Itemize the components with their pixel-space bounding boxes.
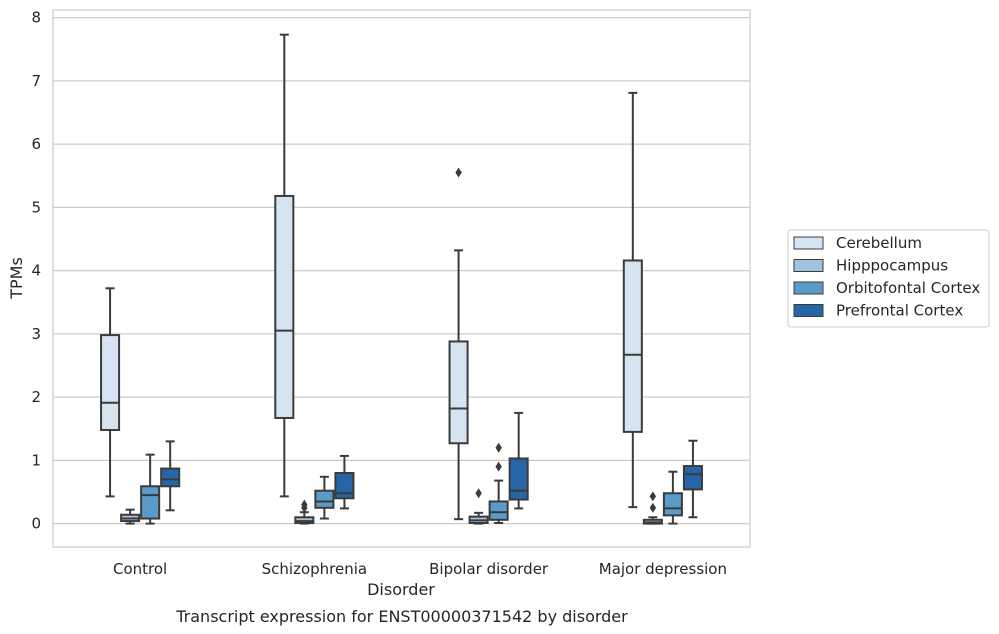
x-axis-label: Disorder <box>367 580 435 599</box>
box-iqr <box>314 489 335 509</box>
y-tick-label: 6 <box>31 135 41 153</box>
y-axis-label: TPMs <box>7 257 26 300</box>
box-iqr <box>160 467 181 488</box>
legend-swatch <box>793 304 824 317</box>
box-hipppocampus <box>120 508 141 525</box>
y-tick-label: 2 <box>31 388 41 406</box>
box-hipppocampus <box>642 491 663 525</box>
box-prefrontal-cortex <box>508 411 529 510</box>
outlier-point <box>301 499 308 510</box>
legend: Cerebellum Hipppocampus Orbitofontal Corte… <box>787 229 990 328</box>
x-tick-labels: Control Schizophrenia Bipolar disorder Majo… <box>113 560 727 578</box>
box-iqr <box>448 340 469 445</box>
outlier-point <box>649 502 657 513</box>
y-tick-label: 3 <box>31 325 41 343</box>
x-tick-label: Schizophrenia <box>262 560 367 578</box>
plot-area-frame <box>52 9 751 548</box>
legend-label: Cerebellum <box>836 234 922 252</box>
legend-label: Orbitofontal Cortex <box>836 279 980 297</box>
box-hipppocampus <box>294 499 315 525</box>
legend-swatch <box>793 259 824 272</box>
chart-title: Transcript expression for ENST0000037154… <box>175 607 628 626</box>
boxes <box>100 33 703 525</box>
box-orbitofontal-cortex <box>488 442 509 524</box>
plot-area-background <box>53 10 750 547</box>
outlier-point <box>495 461 502 472</box>
legend-label: Prefrontal Cortex <box>836 302 963 320</box>
box-cerebellum <box>100 287 121 498</box>
outlier-point <box>495 442 502 453</box>
legend-label: Hipppocampus <box>836 257 948 275</box>
y-tick-label: 1 <box>31 451 41 469</box>
box-iqr <box>488 500 509 521</box>
y-tick-label: 7 <box>31 72 41 90</box>
legend-swatch <box>793 236 824 250</box>
outlier-point <box>649 491 657 502</box>
y-tick-label: 5 <box>31 198 41 216</box>
box-prefrontal-cortex <box>160 440 181 512</box>
y-tick-label: 4 <box>31 262 41 280</box>
legend-swatch <box>793 281 824 295</box>
x-tick-label: Control <box>113 560 167 578</box>
box-iqr <box>100 334 121 431</box>
box-orbitofontal-cortex <box>662 470 683 525</box>
box-hipppocampus <box>468 488 489 525</box>
box-iqr <box>274 194 295 419</box>
x-tick-label: Major depression <box>599 560 727 578</box>
x-tick-label: Bipolar disorder <box>429 560 549 578</box>
box-iqr <box>682 465 703 491</box>
box-orbitofontal-cortex <box>140 453 161 525</box>
y-tick-label: 0 <box>31 515 41 533</box>
box-cerebellum <box>622 91 643 509</box>
legend-frame <box>787 229 990 328</box>
box-iqr <box>334 471 355 500</box>
grid-lines <box>53 16 750 525</box>
box-iqr <box>662 492 683 517</box>
y-tick-labels: 0 1 2 3 4 5 6 7 8 <box>31 9 41 533</box>
box-iqr <box>622 259 643 433</box>
box-prefrontal-cortex <box>334 454 355 510</box>
legend-items: Cerebellum Hipppocampus Orbitofontal Corte… <box>793 234 980 320</box>
box-iqr <box>508 457 529 501</box>
box-cerebellum <box>448 167 469 521</box>
outlier-point <box>475 488 482 499</box>
box-orbitofontal-cortex <box>314 475 335 520</box>
outlier-point <box>455 167 462 178</box>
box-iqr <box>140 485 161 520</box>
y-tick-label: 8 <box>31 9 41 27</box>
box-prefrontal-cortex <box>682 439 703 519</box>
box-cerebellum <box>274 33 295 498</box>
